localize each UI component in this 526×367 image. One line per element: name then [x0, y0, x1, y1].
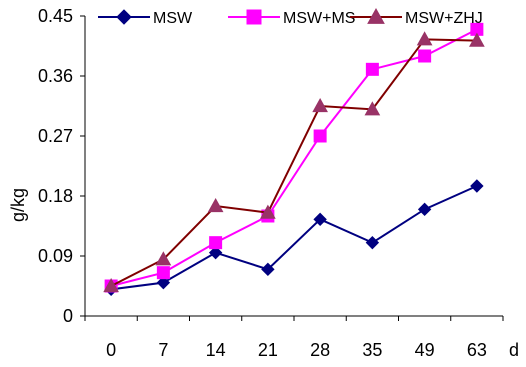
data-point: [365, 235, 380, 250]
legend-label: MSW+MS: [283, 10, 355, 27]
series-line: [110, 28, 478, 287]
data-point: [365, 62, 379, 76]
data-point: [469, 32, 485, 47]
x-tick-label: 35: [362, 340, 382, 360]
data-point: [260, 204, 276, 219]
x-tick-label: 14: [206, 340, 226, 360]
y-tick-label: 0.18: [38, 186, 73, 206]
data-point: [417, 202, 432, 217]
data-point: [416, 31, 433, 46]
y-tick-label: 0.27: [38, 126, 73, 146]
data-point: [470, 179, 484, 193]
data-point: [208, 245, 223, 260]
data-point: [209, 236, 223, 250]
x-tick-label: 49: [415, 340, 435, 360]
data-point: [313, 129, 327, 143]
y-tick-label: 0.36: [38, 66, 73, 86]
axes: 0 0.09 0.18 0.27 0.36 0.45 0 7 14 21 28 35 49 63: [38, 6, 504, 360]
data-point: [207, 197, 224, 213]
data-point: [418, 49, 432, 63]
data-point: [156, 275, 171, 290]
y-axis-label: g/kg: [8, 188, 28, 222]
series-layer: [103, 22, 485, 297]
legend-marker: [246, 9, 262, 25]
x-axis-label: d: [509, 340, 519, 360]
legend-label: MSW+ZHJ: [405, 10, 483, 27]
data-point: [103, 277, 119, 293]
y-tick-label: 0: [63, 306, 73, 326]
y-tick-label: 0.09: [38, 246, 73, 266]
legend-item: MSW: [98, 9, 193, 27]
data-point: [364, 101, 381, 116]
legend-marker: [116, 9, 132, 25]
x-tick-label: 63: [467, 340, 487, 360]
x-tick-label: 28: [310, 340, 330, 360]
series-line: [110, 185, 478, 291]
data-point: [261, 262, 275, 277]
x-tick-label: 21: [258, 340, 278, 360]
legend-item: MSW+ZHJ: [350, 7, 483, 27]
x-tick-label: 7: [158, 340, 168, 360]
y-tick-label: 0.45: [38, 6, 73, 26]
data-point: [313, 212, 327, 227]
data-point: [312, 97, 328, 113]
series-msw-zhj: [103, 31, 485, 293]
legend-label: MSW: [153, 10, 193, 27]
legend-marker: [367, 7, 385, 24]
x-tick-label: 0: [106, 340, 116, 360]
legend-item: MSW+MS: [228, 9, 355, 27]
data-point: [156, 266, 170, 280]
series-line: [110, 38, 477, 287]
legend: MSW MSW+MS MSW+ZHJ: [98, 7, 483, 27]
data-point: [155, 251, 172, 266]
